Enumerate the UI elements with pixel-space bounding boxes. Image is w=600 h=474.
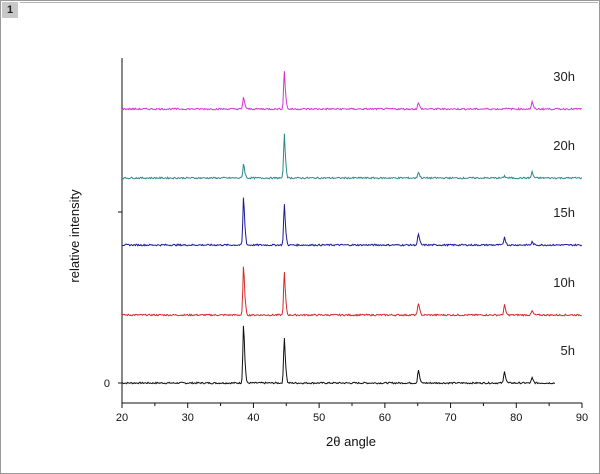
trace-15h bbox=[121, 197, 583, 247]
x-tick-label: 90 bbox=[576, 412, 588, 424]
trace-30h bbox=[121, 71, 582, 111]
x-tick-label: 60 bbox=[379, 412, 391, 424]
series-label-20h: 20h bbox=[553, 138, 575, 153]
trace-20h bbox=[121, 133, 583, 180]
top-border-line bbox=[20, 2, 598, 3]
panel-label: 1 bbox=[2, 2, 18, 18]
x-tick-label: 50 bbox=[313, 412, 325, 424]
traces bbox=[121, 71, 583, 385]
x-tick-label: 70 bbox=[444, 412, 456, 424]
x-tick-label: 30 bbox=[182, 412, 194, 424]
x-tick-label: 80 bbox=[510, 412, 522, 424]
series-label-10h: 10h bbox=[553, 275, 575, 290]
labels: 5h 10h 15h 20h 30h bbox=[553, 69, 575, 358]
series-label-5h: 5h bbox=[561, 343, 575, 358]
y-tick-label: 0 bbox=[104, 378, 110, 390]
x-tick-label: 20 bbox=[116, 412, 128, 424]
x-axis-label: 2θ angle bbox=[326, 434, 376, 449]
y-axis-label: relative intensity bbox=[67, 189, 82, 283]
trace-5h bbox=[121, 325, 556, 385]
x-tick-label: 40 bbox=[247, 412, 259, 424]
trace-10h bbox=[121, 266, 582, 317]
axes: 20 30 40 50 60 70 80 90 0 bbox=[104, 58, 588, 424]
series-label-15h: 15h bbox=[553, 205, 575, 220]
series-label-30h: 30h bbox=[553, 69, 575, 84]
